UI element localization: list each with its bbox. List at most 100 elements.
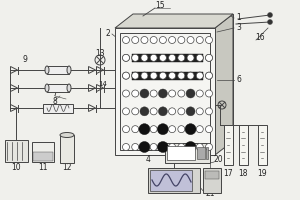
Bar <box>205 171 219 179</box>
Ellipse shape <box>67 84 71 92</box>
Text: 12: 12 <box>62 164 72 172</box>
Circle shape <box>187 72 194 79</box>
Circle shape <box>178 144 185 150</box>
Circle shape <box>169 54 176 61</box>
Circle shape <box>132 108 139 115</box>
Text: 7: 7 <box>52 90 57 98</box>
Circle shape <box>150 108 157 115</box>
Ellipse shape <box>45 66 49 74</box>
Circle shape <box>178 72 185 79</box>
Circle shape <box>132 126 139 133</box>
Bar <box>167 146 195 160</box>
Circle shape <box>122 126 130 133</box>
Text: 10: 10 <box>11 164 21 172</box>
Circle shape <box>206 126 212 133</box>
Ellipse shape <box>67 66 71 74</box>
Circle shape <box>122 90 130 97</box>
Text: 9: 9 <box>22 55 27 64</box>
Bar <box>5 140 28 162</box>
Circle shape <box>159 36 167 44</box>
Bar <box>257 125 266 165</box>
Circle shape <box>139 142 150 152</box>
Circle shape <box>186 107 195 116</box>
Circle shape <box>122 72 130 79</box>
Circle shape <box>141 36 148 44</box>
Circle shape <box>185 124 196 135</box>
Circle shape <box>122 144 130 150</box>
Circle shape <box>187 36 194 44</box>
Circle shape <box>196 54 203 61</box>
Ellipse shape <box>45 84 49 92</box>
Bar <box>224 125 232 165</box>
Circle shape <box>150 90 157 97</box>
Bar <box>150 170 192 191</box>
Circle shape <box>132 54 139 61</box>
Circle shape <box>122 54 130 61</box>
Circle shape <box>206 54 212 61</box>
Circle shape <box>132 90 139 97</box>
Circle shape <box>169 72 176 79</box>
Circle shape <box>141 72 148 79</box>
Circle shape <box>158 107 167 116</box>
Circle shape <box>178 126 185 133</box>
Circle shape <box>150 54 157 61</box>
Text: 19: 19 <box>257 168 267 178</box>
Circle shape <box>187 54 194 61</box>
Circle shape <box>122 108 130 115</box>
Bar <box>32 142 54 162</box>
Circle shape <box>159 54 167 61</box>
Text: 21: 21 <box>205 188 215 198</box>
Circle shape <box>169 36 176 44</box>
Ellipse shape <box>60 132 74 138</box>
Bar <box>43 104 73 112</box>
Circle shape <box>169 54 176 61</box>
Circle shape <box>196 126 203 133</box>
Text: 17: 17 <box>223 168 233 178</box>
Polygon shape <box>115 14 233 28</box>
Circle shape <box>140 89 149 98</box>
Circle shape <box>187 54 194 61</box>
Circle shape <box>132 72 139 79</box>
Circle shape <box>132 72 139 79</box>
Circle shape <box>141 72 148 79</box>
Text: 16: 16 <box>255 33 265 43</box>
Circle shape <box>169 90 176 97</box>
Circle shape <box>206 36 212 44</box>
Circle shape <box>169 72 176 79</box>
Circle shape <box>268 12 272 18</box>
Bar <box>132 54 203 62</box>
Circle shape <box>141 54 148 61</box>
Circle shape <box>178 36 185 44</box>
Circle shape <box>206 90 212 97</box>
Circle shape <box>196 36 203 44</box>
Circle shape <box>196 72 203 79</box>
Bar <box>47 66 69 74</box>
Bar <box>238 125 247 165</box>
Bar <box>47 84 69 92</box>
Bar <box>148 168 200 193</box>
Text: 5: 5 <box>172 156 177 164</box>
Circle shape <box>150 126 157 133</box>
Circle shape <box>169 108 176 115</box>
Circle shape <box>169 126 176 133</box>
Bar <box>132 72 203 80</box>
Text: 3: 3 <box>237 23 242 32</box>
Text: 20: 20 <box>213 156 223 164</box>
Text: 14: 14 <box>99 81 107 87</box>
Circle shape <box>206 54 212 61</box>
Polygon shape <box>133 14 233 141</box>
Circle shape <box>206 72 212 79</box>
Circle shape <box>196 72 203 79</box>
Circle shape <box>158 124 168 135</box>
Circle shape <box>159 54 167 61</box>
Polygon shape <box>115 28 215 155</box>
Bar <box>60 135 74 163</box>
Circle shape <box>185 142 196 152</box>
Text: 15: 15 <box>155 1 165 10</box>
Text: 2: 2 <box>106 29 110 38</box>
Circle shape <box>150 54 157 61</box>
Text: 4: 4 <box>146 156 150 164</box>
Circle shape <box>186 89 195 98</box>
Circle shape <box>150 144 157 150</box>
Circle shape <box>159 72 167 79</box>
